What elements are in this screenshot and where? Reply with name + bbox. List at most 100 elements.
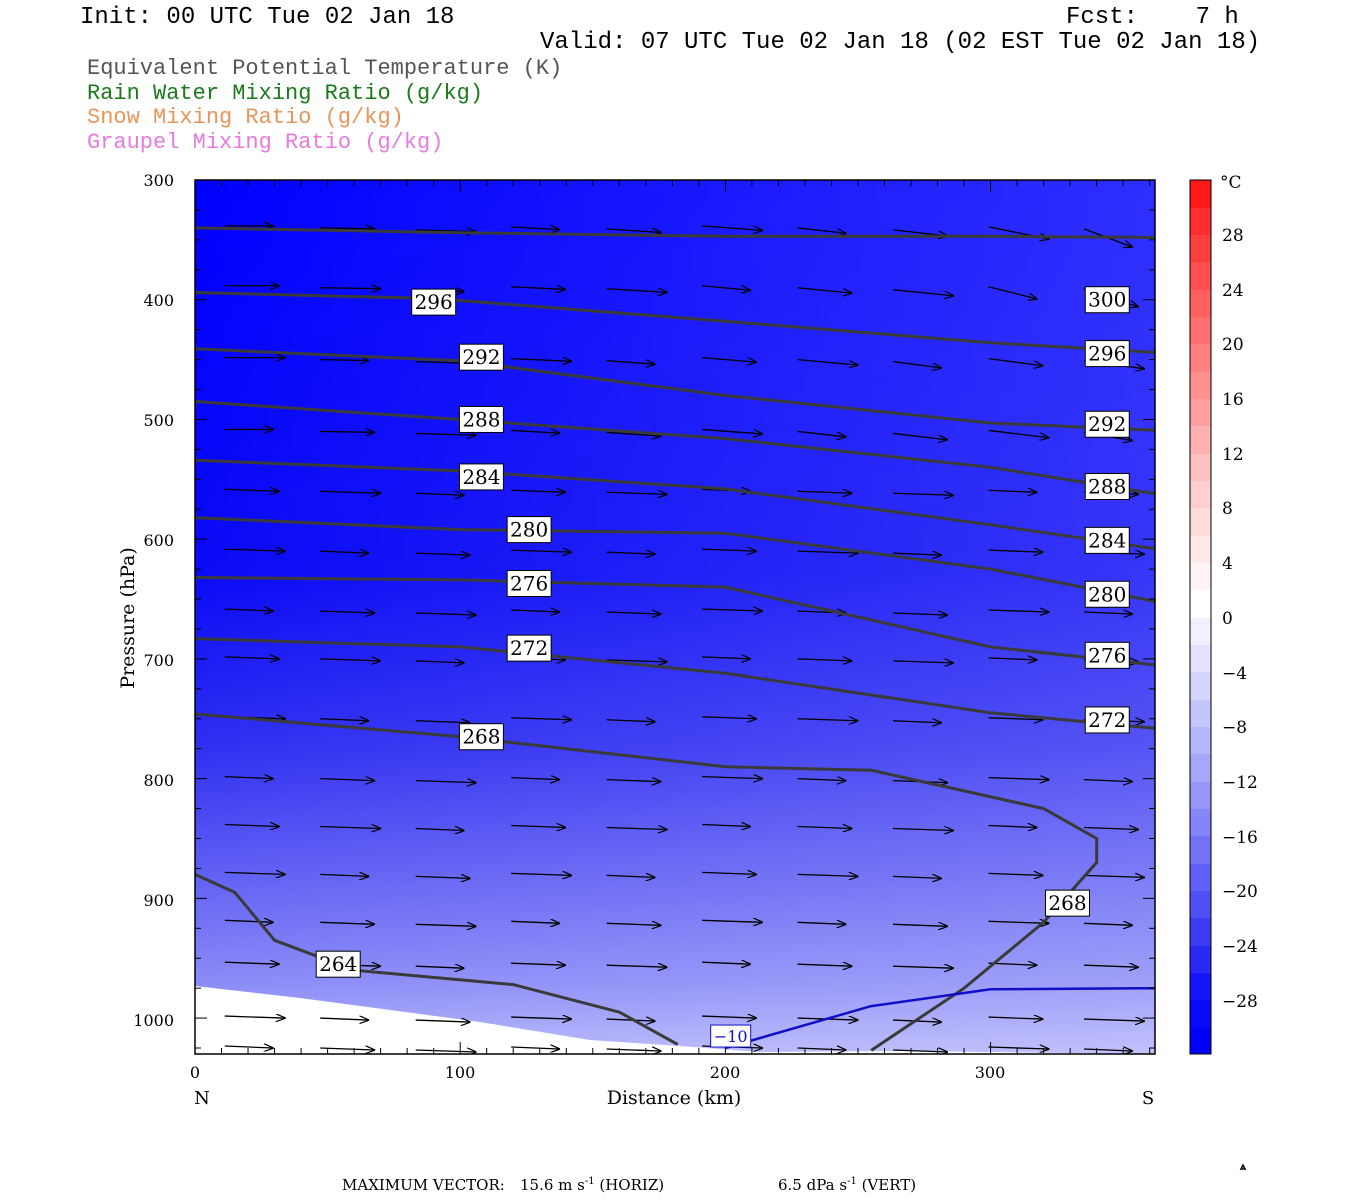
wind-vector (1083, 965, 1138, 967)
wind-vector (415, 661, 464, 663)
contour-label: 264 (319, 952, 357, 976)
wind-vector (797, 659, 852, 661)
contour-label: 276 (510, 571, 548, 595)
temperature-contour-line (725, 986, 1155, 1050)
y-tick-label: 1000 (133, 1011, 174, 1030)
contour-label-box (1084, 580, 1130, 608)
wind-vector (320, 431, 374, 432)
contour-label-box (458, 463, 504, 491)
colorbar-label: −24 (1222, 937, 1258, 957)
wind-vector (797, 719, 858, 721)
contour-label-box (506, 634, 552, 662)
contour-label: 292 (462, 345, 500, 369)
colorbar-swatch (1190, 782, 1211, 809)
terrain (195, 986, 1155, 1054)
colorbar-swatch (1190, 262, 1211, 290)
theta-e-contour (195, 400, 1155, 496)
wind-vector (893, 829, 953, 831)
forecast-hour: Fcst: 7 h (1066, 4, 1239, 31)
wind-vector (892, 432, 947, 439)
contour-label-box (458, 405, 504, 433)
contour-label-box (458, 343, 504, 371)
colorbar-swatch (1190, 372, 1211, 399)
colorbar-swatch (1190, 399, 1211, 426)
theta-e-contour (195, 712, 1099, 1052)
wind-vector (606, 289, 667, 293)
wind-vector (1083, 875, 1144, 877)
contour-label-box (506, 569, 552, 597)
wind-vector (1083, 923, 1132, 925)
colorbar-swatch (1190, 700, 1211, 727)
wind-vector (702, 872, 756, 874)
colorbar-label: 16 (1222, 390, 1244, 410)
wind-vector (797, 779, 846, 781)
wind-vector (606, 432, 661, 436)
colorbar-swatch (1190, 563, 1211, 590)
contour-label-box (1044, 889, 1090, 917)
vert-unit: (VERT) (856, 1176, 917, 1194)
wind-vector (511, 550, 571, 552)
contour-label: 288 (462, 407, 500, 431)
contour-label: 292 (1088, 412, 1126, 436)
contour-label: 276 (1088, 643, 1126, 667)
temperature-fill-shading (195, 180, 1155, 1054)
wind-vector (702, 428, 762, 434)
wind-vector (606, 361, 655, 365)
contour-label-box (506, 516, 552, 544)
wind-vector (797, 358, 858, 365)
wind-vector (988, 286, 1037, 299)
wind-vector (797, 551, 858, 553)
colorbar: °C 28 24 20 16 12 8 4 0 −4 −8 −12 −16 −2… (1189, 173, 1258, 1055)
wind-vector (988, 778, 1049, 780)
wind-vector (606, 720, 655, 722)
wind-vector (606, 492, 667, 494)
colorbar-swatch (1190, 973, 1211, 1000)
wind-vector (702, 356, 756, 363)
contour-label-box (1084, 340, 1130, 368)
wind-vector (415, 924, 476, 926)
contour-label: 272 (510, 636, 548, 660)
cross-section-chart: 2962922882842802762722682643002962922882… (117, 171, 1258, 1170)
wind-vector (320, 360, 368, 361)
wind-vector (224, 872, 285, 874)
wind-vector (606, 660, 667, 662)
wind-vector (320, 659, 380, 661)
contour-label-box (1084, 706, 1130, 734)
contour-label-box (1084, 526, 1130, 554)
plot-frame (194, 179, 1156, 1055)
colorbar-swatch (1190, 426, 1211, 454)
theta-e-contour (195, 576, 1155, 667)
wind-vector (893, 493, 953, 495)
colorbar-swatch (1190, 891, 1211, 918)
colorbar-swatch (1190, 1028, 1211, 1054)
colorbar-frame (1189, 179, 1212, 1055)
wind-vector (320, 922, 374, 924)
contour-label: 296 (415, 290, 453, 314)
temperature-contour (725, 986, 1155, 1050)
colorbar-swatch (1190, 180, 1211, 208)
x-tick-label: 100 (445, 1063, 476, 1082)
wind-vector (893, 721, 941, 723)
wind-vector (511, 490, 565, 492)
wind-vector (606, 780, 661, 782)
wind-vector (511, 1047, 559, 1049)
theta-e-contour (195, 637, 1155, 730)
colorbar-swatch (1190, 590, 1211, 618)
wind-vector (893, 613, 947, 615)
wind-vector (415, 781, 476, 783)
wind-vector (415, 721, 470, 723)
wind-vector (893, 1050, 947, 1052)
legend-graupel: Graupel Mixing Ratio (g/kg) (87, 130, 444, 155)
wind-vector (224, 1046, 273, 1048)
colorbar-swatch (1190, 481, 1211, 508)
colorbar-label: −28 (1222, 992, 1258, 1012)
wind-vector (606, 552, 655, 554)
wind-vector (797, 874, 858, 876)
horiz-value: 15.6 m s (520, 1176, 585, 1194)
wind-vector (511, 287, 565, 290)
colorbar-label: 8 (1222, 499, 1233, 519)
theta-e-contour (195, 291, 1155, 354)
wind-vector (415, 613, 476, 615)
x-tick-label: 300 (975, 1063, 1006, 1082)
wind-vector (797, 491, 852, 493)
